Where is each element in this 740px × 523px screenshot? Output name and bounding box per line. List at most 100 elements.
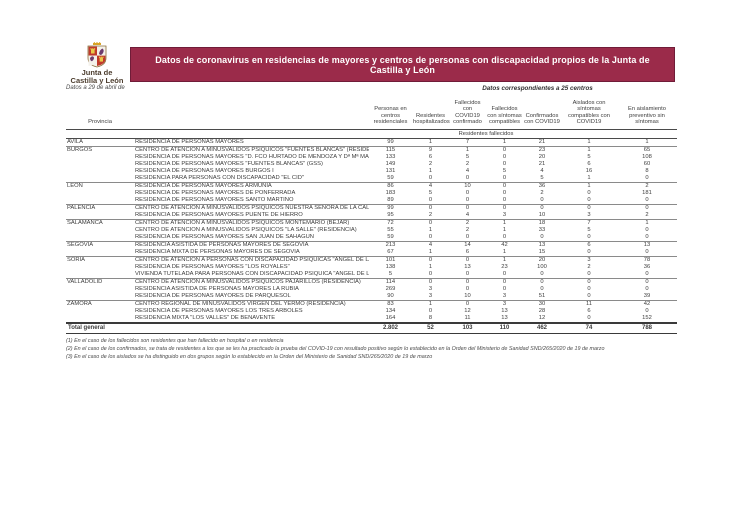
table-row: RESIDENCIA DE PERSONAS MAYORES PUENTE DE… <box>66 212 677 220</box>
table-row: RESIDENCIA DE PERSONAS MAYORES "D. FCO H… <box>66 154 677 161</box>
value-cell: 0 <box>523 277 561 286</box>
value-cell: 0 <box>523 203 561 212</box>
provincia-cell <box>66 197 134 205</box>
value-cell: 13 <box>501 314 508 321</box>
table-row: RESIDENCIA DE PERSONAS MAYORES SAN JUAN … <box>66 234 677 242</box>
value-cell: 55 <box>387 226 394 233</box>
logo-line1: Junta de <box>81 68 113 77</box>
value-cell: 0 <box>412 203 449 212</box>
value-cell: 5 <box>428 189 433 196</box>
table-row: AVILA RESIDENCIA DE PERSONAS MAYORES 99 1 7 1… <box>66 138 677 146</box>
centro-cell: RESIDENCIA DE PERSONAS MAYORES <box>135 138 244 145</box>
centro-cell: VIVIENDA TUTELADA PARA PERSONAS CON DISC… <box>135 270 369 277</box>
value-cell: 0 <box>587 292 591 299</box>
provincia-cell <box>66 264 134 271</box>
value-cell: 149 <box>385 160 396 167</box>
page-title: Datos de coronavirus en residencias de m… <box>155 54 650 75</box>
centro-cell: CENTRO REGIONAL DE MINUSVALIDOS VIRGEN D… <box>134 299 369 308</box>
value-cell: 3 <box>587 211 591 218</box>
value-cell: 0 <box>540 233 544 240</box>
value-cell: 0 <box>502 270 507 277</box>
value-cell: 0 <box>540 270 544 277</box>
centro-cell: RESIDENCIA MIXTA DE PERSONAS MAYORES DE … <box>135 248 300 255</box>
subheader-spacer-left <box>66 129 449 139</box>
value-cell: 8 <box>428 314 433 321</box>
value-cell: 0 <box>645 196 649 203</box>
value-cell: 10 <box>464 292 471 299</box>
column-header-6: Aislados con síntomas compatibles con CO… <box>561 100 617 130</box>
value-cell: 18 <box>523 218 561 227</box>
value-cell: 0 <box>617 203 677 212</box>
centro-cell: RESIDENCIA DE PERSONAS MAYORES "FUENTES … <box>135 160 323 167</box>
provincia-cell <box>66 227 134 234</box>
column-header-1: Personas en centros residenciales <box>369 100 412 130</box>
centro-cell: CENTRO DE ATENCION A PERSONAS CON DISCAP… <box>134 255 369 264</box>
value-cell: 3 <box>486 299 523 308</box>
total-value: 788 <box>617 321 677 334</box>
value-cell: 133 <box>385 153 396 160</box>
total-label: Total general <box>66 321 369 334</box>
provincia-cell <box>66 190 134 197</box>
value-cell: 1 <box>645 138 649 145</box>
value-cell: 0 <box>428 233 433 240</box>
table-row: RESIDENCIA MIXTA DE PERSONAS MAYORES DE … <box>66 249 677 257</box>
provincia-cell <box>66 234 134 242</box>
value-cell: 1 <box>486 218 523 227</box>
total-value: 103 <box>449 321 486 334</box>
value-cell: 2 <box>645 211 649 218</box>
covid-table-body: Provincia Personas en centros residencial… <box>66 100 677 334</box>
value-cell: 42 <box>486 240 523 249</box>
value-cell: 6 <box>587 307 591 314</box>
value-cell: 2 <box>540 189 544 196</box>
provincia-cell <box>66 161 134 168</box>
value-cell: 1 <box>412 299 449 308</box>
total-value: 74 <box>561 321 617 334</box>
value-cell: 13 <box>617 240 677 249</box>
value-cell: 9 <box>412 145 449 154</box>
value-cell: 5 <box>388 270 393 277</box>
value-cell: 0 <box>645 248 649 255</box>
value-cell: 2 <box>465 226 470 233</box>
table-row: SORIA CENTRO DE ATENCION A PERSONAS CON D… <box>66 255 677 264</box>
value-cell: 0 <box>465 285 470 292</box>
value-cell: 0 <box>502 160 507 167</box>
value-cell: 5 <box>587 153 591 160</box>
footnotes: (1) En el caso de los fallecidos son res… <box>66 337 666 361</box>
value-cell: 0 <box>645 307 649 314</box>
value-cell: 11 <box>464 314 471 321</box>
provincia-cell: VALLADOLID <box>66 277 134 286</box>
centro-cell: RESIDENCIA PARA PERSONAS CON DISCAPACIDA… <box>135 174 304 181</box>
value-cell: 6 <box>465 248 470 255</box>
value-cell: 20 <box>538 153 546 160</box>
value-cell: 183 <box>385 189 396 196</box>
value-cell: 1 <box>587 138 591 145</box>
value-cell: 4 <box>412 240 449 249</box>
value-cell: 0 <box>486 145 523 154</box>
value-cell: 95 <box>387 211 394 218</box>
value-cell: 0 <box>587 270 591 277</box>
value-cell: 2 <box>449 218 486 227</box>
value-cell: 36 <box>523 181 561 190</box>
value-cell: 269 <box>385 285 396 292</box>
centro-cell: RESIDENCIA DE PERSONAS MAYORES DE PARQUE… <box>135 292 291 299</box>
table-row: RESIDENCIA ASISTIDA DE PERSONAS MAYORES … <box>66 286 677 293</box>
junta-logo: Junta de Castilla y León <box>62 42 132 85</box>
value-cell: 0 <box>428 174 433 181</box>
value-cell: 0 <box>645 233 649 240</box>
value-cell: 78 <box>617 255 677 264</box>
value-cell: 13 <box>523 240 561 249</box>
value-cell: 28 <box>538 307 546 314</box>
total-value: 2.802 <box>369 321 412 334</box>
value-cell: 100 <box>537 263 547 270</box>
centro-cell: CENTRO DE ATENCION A MINUSVALIDOS PSIQUI… <box>134 145 369 154</box>
centro-cell: RESIDENCIA MIXTA "LOS VALLES" DE BENAVEN… <box>135 314 276 321</box>
value-cell: 1 <box>486 255 523 264</box>
total-row: Total general 2.802 52 103 110 462 74 788 <box>66 321 677 334</box>
value-cell: 0 <box>587 189 591 196</box>
table-row: LEON RESIDENCIA DE PERSONAS MAYORES ARMUN… <box>66 181 677 190</box>
value-cell: 0 <box>540 285 544 292</box>
value-cell: 0 <box>428 270 433 277</box>
date-note: Datos a 29 de abril de <box>66 85 125 91</box>
value-cell: 2 <box>428 160 433 167</box>
